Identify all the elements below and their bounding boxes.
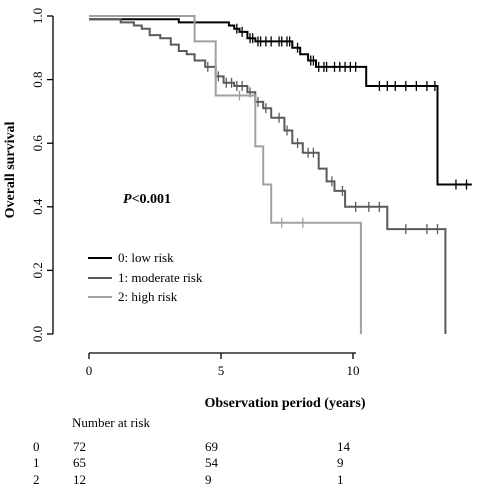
risk-row-label: 0 <box>33 439 40 454</box>
y-tick-label: 0.6 <box>30 135 45 152</box>
curve-high-risk <box>89 15 362 334</box>
curve-low-risk <box>89 18 472 186</box>
risk-count: 65 <box>73 455 86 470</box>
p-value-threshold: <0.001 <box>132 192 171 207</box>
x-axis-ticks: 0 5 10 <box>86 353 360 378</box>
x-tick-label: 10 <box>347 363 360 378</box>
legend-label-high-risk: 2: high risk <box>118 289 178 304</box>
risk-count: 14 <box>337 439 351 454</box>
survival-curves <box>89 15 472 334</box>
x-tick-label: 0 <box>86 363 93 378</box>
y-tick-label: 1.0 <box>30 8 45 24</box>
y-tick-label: 0.0 <box>30 326 45 342</box>
risk-count: 54 <box>205 455 219 470</box>
legend: 0: low risk 1: moderate risk 2: high ris… <box>88 250 203 304</box>
y-axis-ticks: 0.0 0.2 0.4 0.6 0.8 1.0 <box>30 8 53 342</box>
p-value-annotation: P<0.001 <box>123 192 171 207</box>
p-value-symbol: P <box>123 192 132 207</box>
risk-row-label: 2 <box>33 472 40 487</box>
legend-label-moderate-risk: 1: moderate risk <box>118 270 203 285</box>
x-tick-label: 5 <box>218 363 225 378</box>
risk-count: 69 <box>205 439 218 454</box>
curve-moderate-risk <box>89 18 447 334</box>
risk-count: 72 <box>73 439 86 454</box>
risk-row-label: 1 <box>33 455 40 470</box>
y-tick-label: 0.4 <box>30 198 45 215</box>
x-axis-title: Observation period (years) <box>205 396 366 411</box>
risk-count: 9 <box>205 472 212 487</box>
risk-count: 9 <box>337 455 344 470</box>
risk-table-title: Number at risk <box>72 415 150 430</box>
risk-count: 1 <box>337 472 344 487</box>
y-tick-label: 0.8 <box>30 71 45 87</box>
legend-label-low-risk: 0: low risk <box>118 250 174 265</box>
risk-table: 0 72 69 14 1 65 54 9 2 12 9 1 <box>33 439 351 487</box>
y-axis-title: Overall survival <box>3 121 18 218</box>
risk-count: 12 <box>73 472 86 487</box>
y-tick-label: 0.2 <box>30 262 45 278</box>
